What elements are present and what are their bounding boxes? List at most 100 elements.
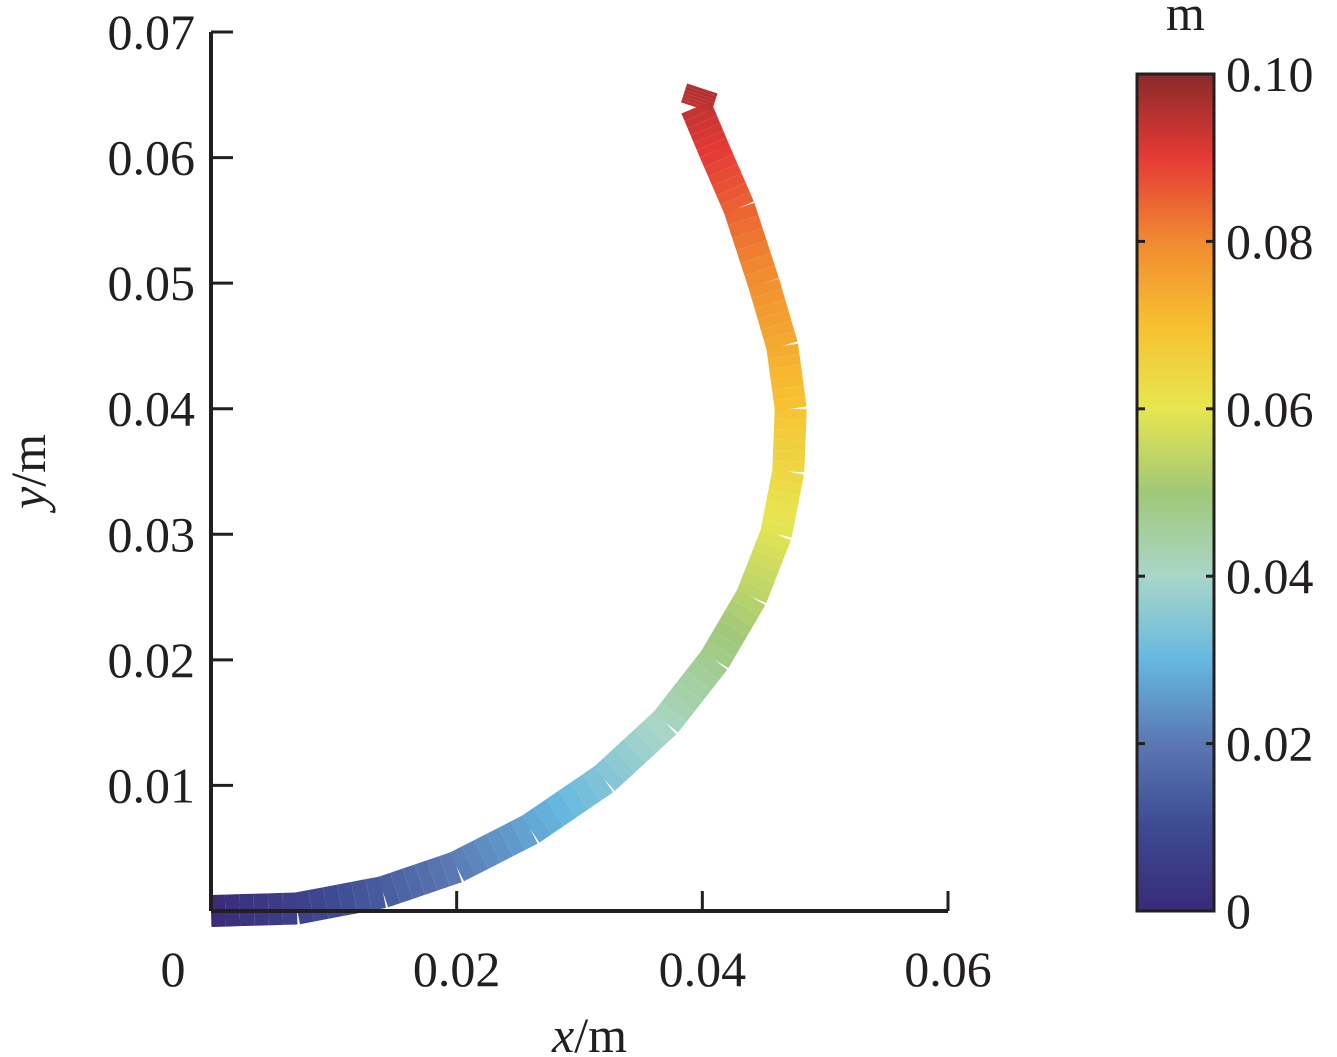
series-0-segment [593,757,626,791]
series-0-segment [498,821,526,857]
series-0-segment [720,192,754,215]
series-0-segment [521,807,552,843]
series-0-segment [696,137,730,158]
series-0-segment [736,580,771,603]
series-0-segment [736,240,771,263]
series-0-segment [744,265,779,289]
colorbar-tick-label: 0.10 [1226,46,1314,102]
y-tick-label: 0.05 [108,255,196,311]
x-ticks: 0 0.02 0.04 0.06 [161,891,992,997]
series-0-segment [690,123,724,143]
colorbar: m 0 0.02 0.04 0.06 0.08 0.10 [1135,0,1314,939]
series-0-segment [757,310,792,330]
series-0-segment [570,774,601,810]
series-0-segment [682,96,714,110]
axes [209,32,948,913]
series-0-segment [687,115,721,136]
x-tick-label: 0.06 [904,941,992,997]
series-0-segment [699,144,734,168]
series-0-segment [752,538,787,562]
series-0-segment [684,108,718,129]
series-0-segment [377,872,401,908]
series-0-segment [740,253,775,276]
series-0-segment [760,520,794,538]
series-0-segment [731,588,766,616]
y-axis-label: y/m [0,434,56,514]
series-0-segment [661,691,695,723]
series-0-segment [652,702,687,733]
series-0-segment [740,570,775,593]
series-0-segment [683,92,715,107]
series-0-segment [336,881,358,917]
y-ticks: 0.01 0.02 0.03 0.04 0.05 0.06 0.07 [108,4,233,813]
y-tick-label: 0.02 [108,632,196,688]
series-0-segment [558,782,589,818]
series-0-segment [700,641,735,668]
y-tick-label: 0.06 [108,130,196,186]
series-0-segment [414,860,438,895]
series-0-segment [744,559,779,582]
series-0-segment [693,130,727,151]
series-0-segment [704,154,738,177]
series-0-segment [681,101,715,121]
series-0-segment [772,385,806,401]
series-0-segment [680,99,713,113]
series-0-segment [510,815,538,850]
series-0-segment [770,375,804,390]
series-0-segment [486,827,514,863]
x-axis-label: x/m [551,1007,627,1057]
series-0-segment [712,173,746,196]
series-0-segment [644,710,677,744]
series-0-segment [439,851,462,887]
series-0-segment [770,468,805,486]
series-0-segment [763,330,798,351]
series-0-segment [545,791,577,826]
colorbar-tick-label: 0 [1226,883,1251,939]
series-0-segment [613,739,646,773]
x-tick-label: 0.02 [413,941,501,997]
series-0-segment [685,86,717,100]
series-0-segment [449,846,477,882]
series-0-segment [322,884,343,919]
series-0-segment [365,876,386,911]
series-0-segment [713,620,747,648]
series-0-segment [708,163,742,186]
series-0-segment [754,299,789,320]
series-0-segment [390,868,413,904]
colorbar-tick-label: 0.04 [1226,548,1314,604]
series-0-segment [533,799,564,835]
plot-area [210,83,807,927]
series-0-segment [773,396,807,411]
series-0-segment [351,879,372,914]
series-0-segment [769,364,803,380]
series-0-segment [308,887,329,922]
series-0-segment [669,681,703,712]
series-0-segment [461,840,489,876]
series-0-segment [762,510,796,527]
y-tick-label: 0.04 [108,381,196,437]
series-0-segment [473,833,501,869]
series-0-segment [751,289,786,309]
series-0-segment [767,354,801,370]
series-0-segment [402,864,425,899]
series-0-segment [603,748,636,782]
series-0-segment [684,89,716,103]
series-0-segment [634,720,667,754]
series-0-segment [728,215,763,238]
series-0-segment [766,343,800,359]
series-0-segment [748,278,783,299]
colorbar-gradient [1135,72,1216,913]
series-0-segment [677,670,711,702]
series-0-segment [719,609,753,637]
x-tick-label: 0.04 [659,941,747,997]
y-tick-label: 0.07 [108,4,196,60]
series-0-segment [716,182,750,205]
series-0-segment [426,856,450,891]
series-0-segment [685,660,720,691]
colorbar-tick-label: 0.02 [1226,716,1314,772]
series-0-segment [686,83,718,97]
series-0-segment [623,729,656,763]
series-0-segment [732,227,767,251]
